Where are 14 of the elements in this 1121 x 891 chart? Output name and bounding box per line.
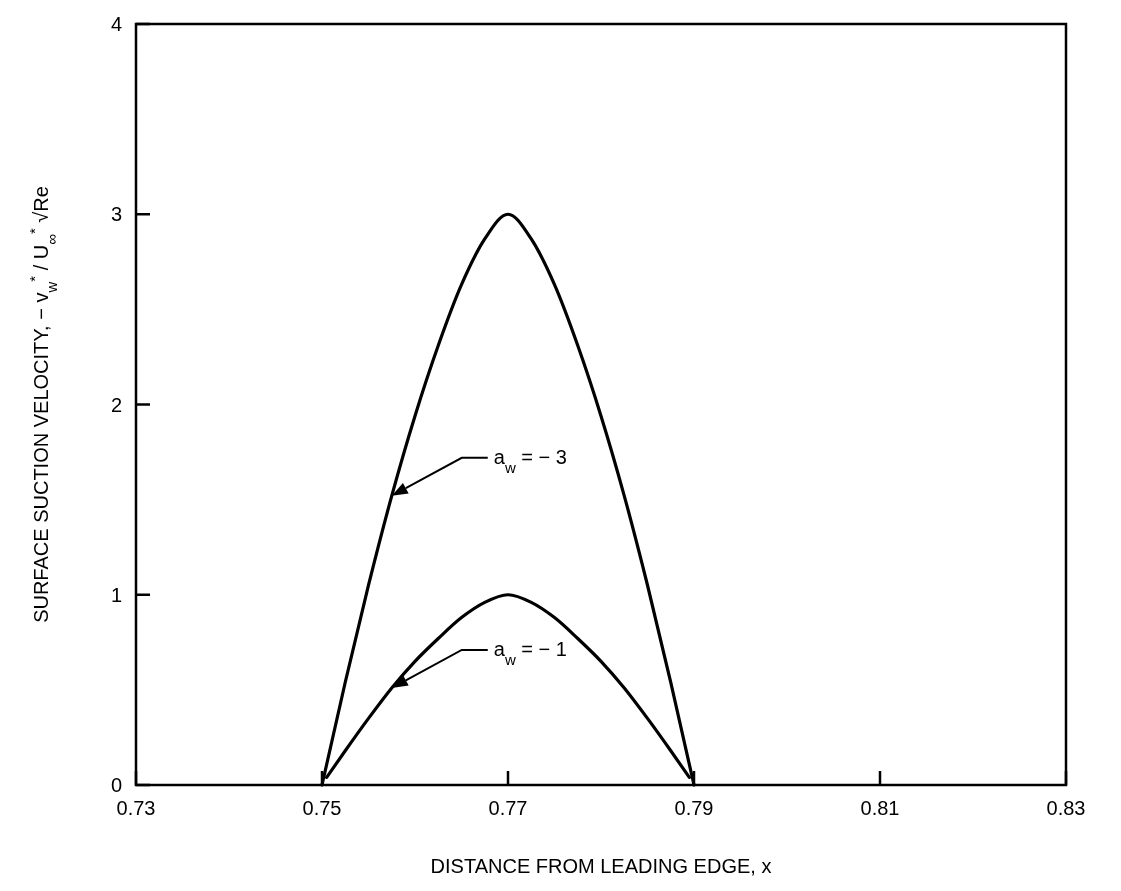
annotation: a$_{w}$ = − 1 [493,637,567,668]
y-tick-label: 0 [110,774,122,796]
y-tick-label: 2 [110,393,122,416]
y-tick-label: 1 [110,583,122,606]
y-tick-label: 4 [110,13,122,35]
annotation: a$_{w}$ = − 3 [493,445,567,476]
x-tick-label: 0.83 [1046,797,1086,819]
x-tick-label: 0.79 [674,797,714,819]
x-tick-label: 0.77 [488,797,528,819]
x-tick-label: 0.73 [116,797,156,819]
x-tick-label: 0.81 [860,797,900,819]
x-axis-title: DISTANCE FROM LEADING EDGE, x [430,855,772,877]
y-tick-label: 3 [110,203,122,226]
x-tick-label: 0.75 [302,797,342,819]
